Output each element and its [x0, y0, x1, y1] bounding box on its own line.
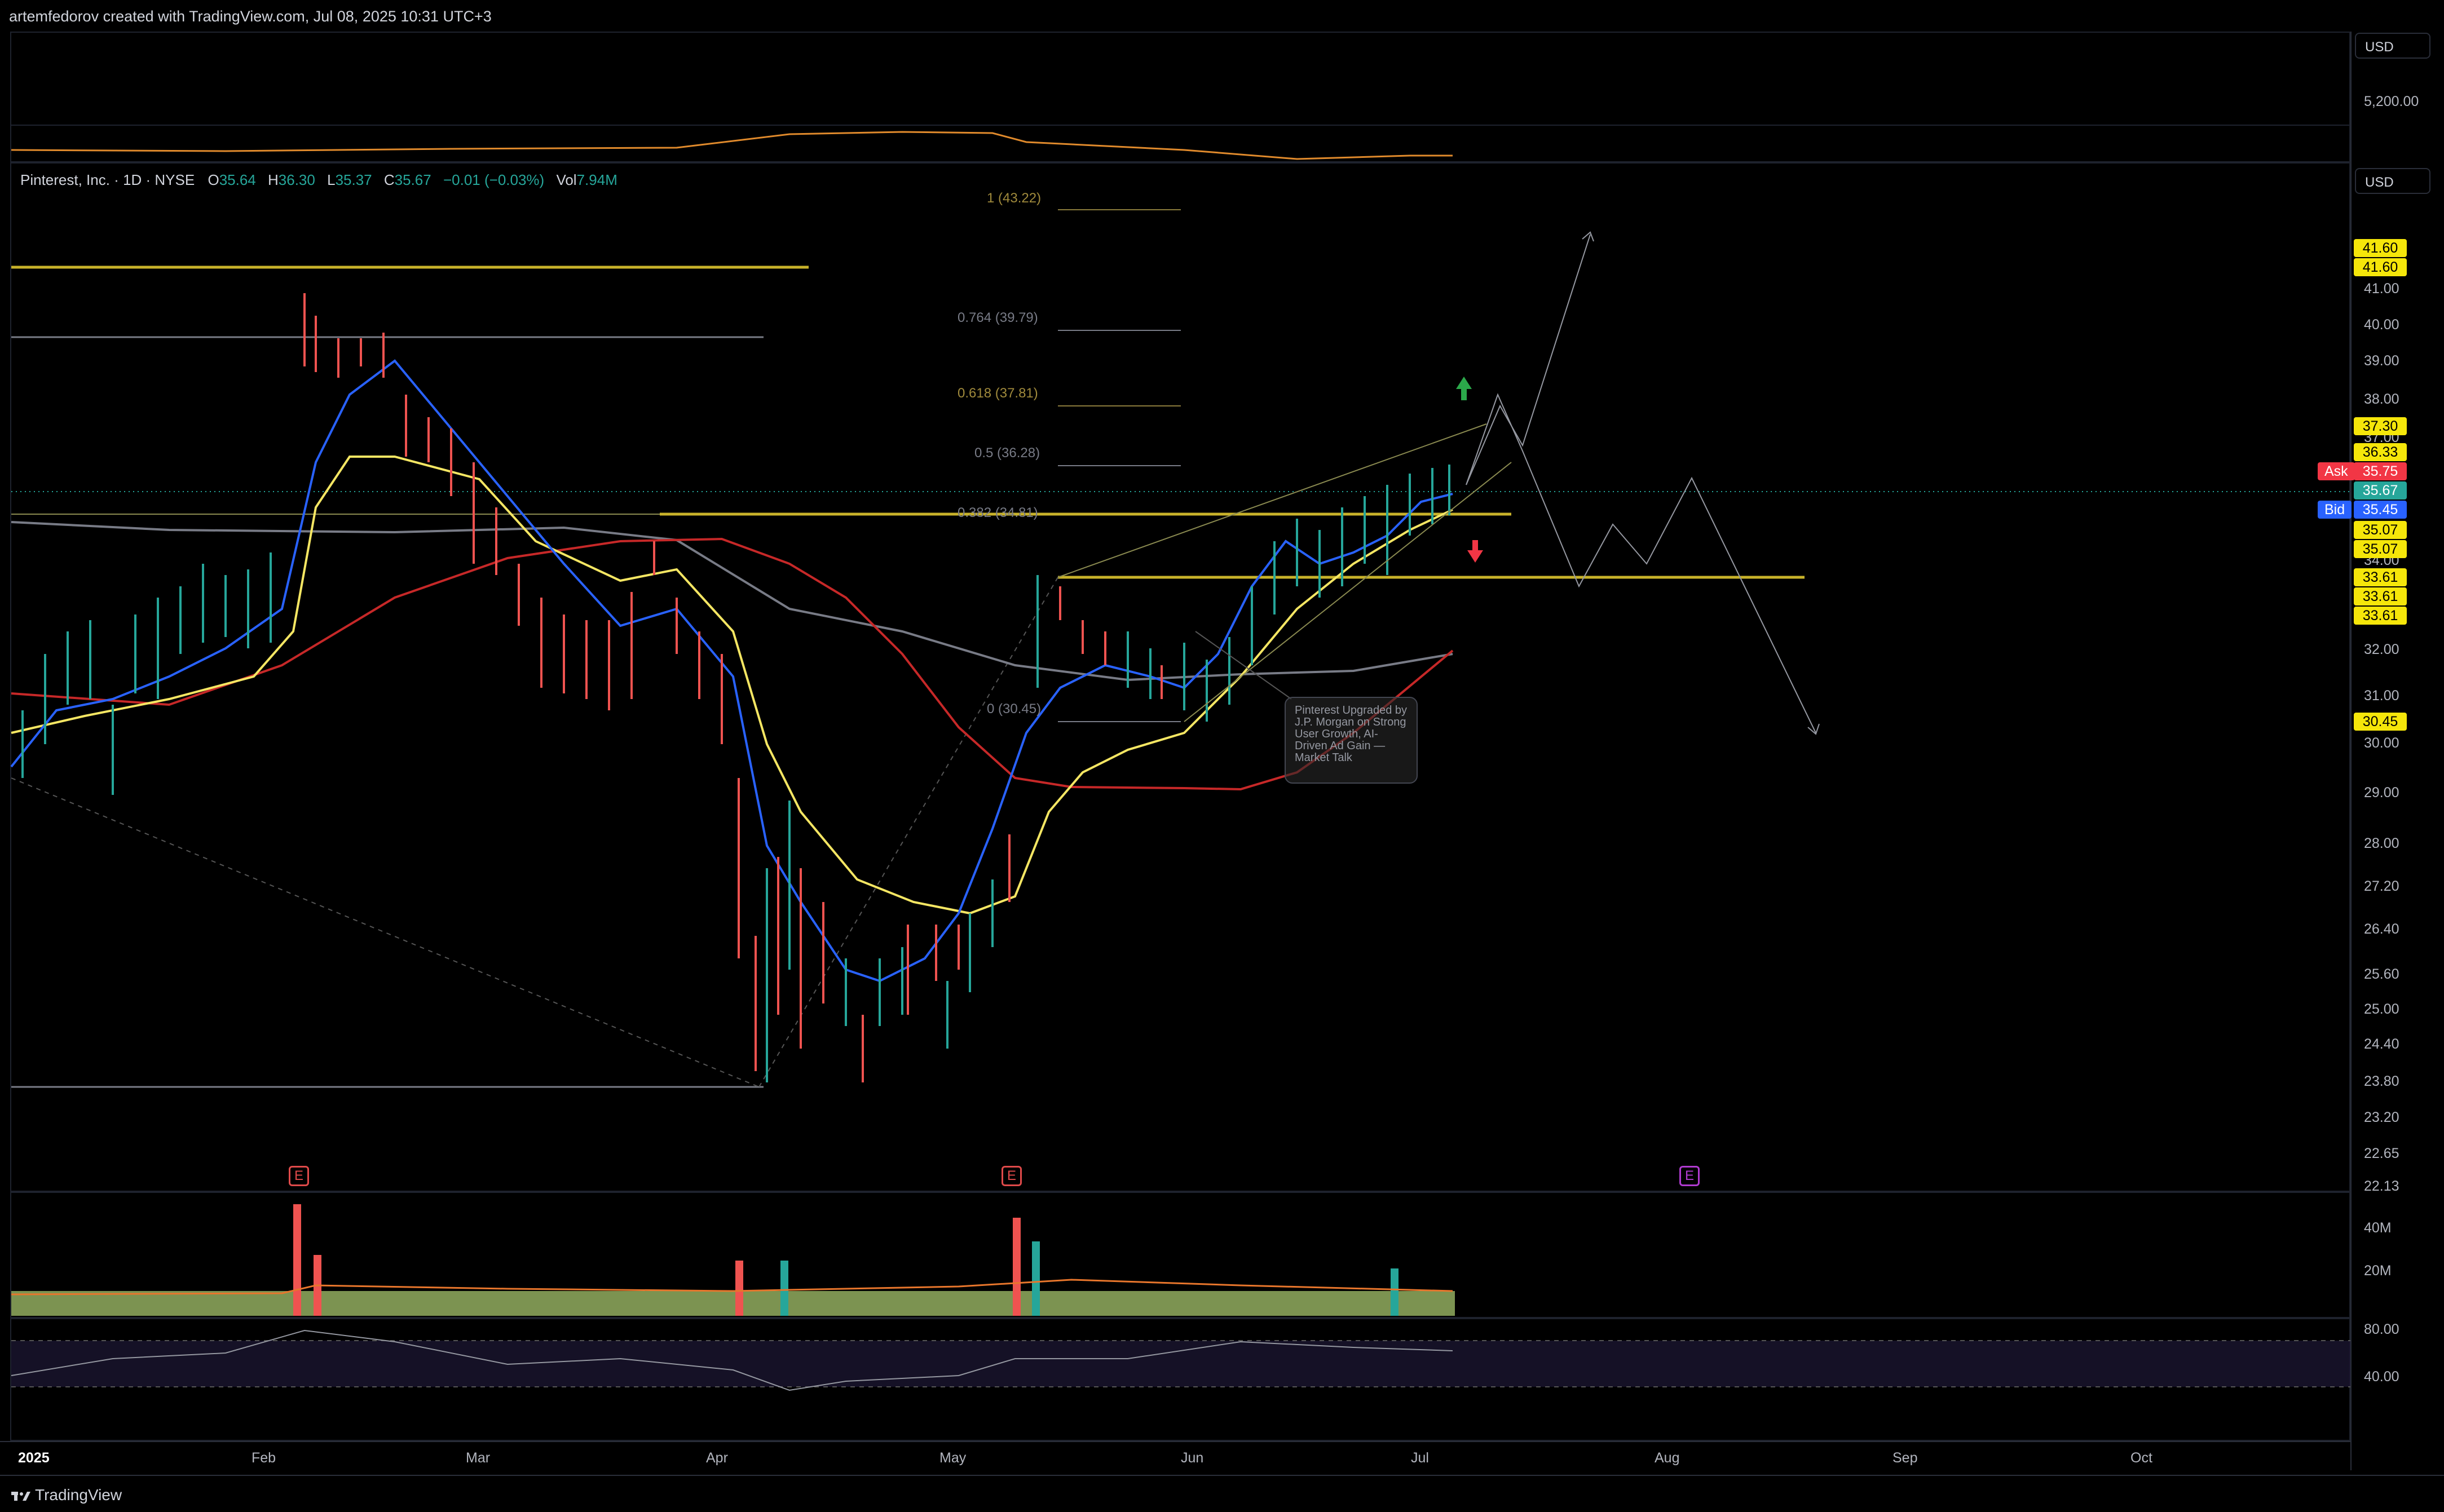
price-label: 39.00 [2364, 353, 2399, 369]
fib-label: 0.618 (37.81) [958, 386, 1038, 401]
fib-label: 0 (30.45) [987, 701, 1042, 717]
time-label: Feb [252, 1450, 276, 1466]
earnings-icon[interactable]: E [1002, 1166, 1022, 1186]
volume-axis-label: 20M [2364, 1263, 2392, 1279]
rsi-axis-label: 40.00 [2364, 1369, 2399, 1385]
symbol-legend[interactable]: Pinterest, Inc. · 1D · NYSE O35.64 H36.3… [20, 171, 617, 188]
time-label: 2025 [18, 1450, 50, 1466]
top-indicator-pane [10, 32, 2350, 162]
fib-label: 1 (43.22) [987, 191, 1042, 206]
tradingview-logo-icon [11, 1491, 30, 1501]
price-label: 25.60 [2364, 966, 2399, 982]
high-value: 36.30 [278, 171, 315, 188]
time-label: Mar [466, 1450, 491, 1466]
price-tag: 36.33 [2354, 443, 2407, 461]
price-tag: 35.07 [2354, 540, 2407, 558]
price-label: 31.00 [2364, 688, 2399, 704]
earnings-icon[interactable]: E [1679, 1166, 1700, 1186]
earnings-icon[interactable]: E [289, 1166, 309, 1186]
time-label: Sep [1892, 1450, 1918, 1466]
header-bar: artemfedorov created with TradingView.co… [0, 0, 2444, 32]
sell-arrow-icon [1467, 540, 1483, 563]
price-label: 26.40 [2364, 921, 2399, 937]
price-tag: 33.61 [2354, 607, 2407, 625]
fib-label: 0.382 (34.81) [958, 505, 1038, 520]
price-label: 24.40 [2364, 1036, 2399, 1052]
price-scale[interactable] [2350, 32, 2444, 1470]
bid-label: Bid [2318, 501, 2352, 519]
volume-value: 7.94M [576, 171, 617, 188]
channel-upper [1057, 423, 1487, 578]
price-label: 27.20 [2364, 878, 2399, 894]
channel-lower [1184, 462, 1512, 722]
news-callout[interactable]: Pinterest Upgraded by J.P. Morgan on Str… [1285, 697, 1418, 784]
time-label: Jul [1411, 1450, 1429, 1466]
volume-pane [10, 1192, 2350, 1318]
price-tag: 33.61 [2354, 587, 2407, 605]
price-tag: 33.61 [2354, 568, 2407, 586]
ema-mid-line [11, 456, 1453, 915]
price-tag: 41.60 [2354, 239, 2407, 257]
price-label: 40.00 [2364, 317, 2399, 333]
currency-button[interactable]: USD [2355, 33, 2430, 59]
tradingview-logo[interactable]: TradingView [11, 1486, 122, 1504]
low-value: 35.37 [335, 171, 372, 188]
buy-arrow-icon [1456, 377, 1472, 400]
ask-label: Ask [2318, 462, 2355, 480]
chart-canvas[interactable] [0, 0, 2350, 1441]
price-bars [21, 293, 1450, 1082]
price-tag: 30.45 [2354, 713, 2407, 731]
fib-label: 0.764 (39.79) [958, 310, 1038, 325]
time-label: Aug [1655, 1450, 1680, 1466]
symbol-title: Pinterest, Inc. · 1D · NYSE [20, 171, 195, 188]
price-label: 29.00 [2364, 785, 2399, 801]
volume-bars [11, 1204, 1455, 1316]
ask-price-tag: 35.75 [2354, 462, 2407, 480]
volume-axis-label: 40M [2364, 1220, 2392, 1236]
currency-button[interactable]: USD [2355, 168, 2430, 194]
price-label: 41.00 [2364, 281, 2399, 297]
price-label: 23.20 [2364, 1109, 2399, 1125]
chart-credit: artemfedorov created with TradingView.co… [9, 8, 492, 25]
price-label: 25.00 [2364, 1001, 2399, 1017]
price-label: 38.00 [2364, 391, 2399, 407]
time-axis[interactable]: 2025 Feb Mar Apr May Jun Jul Aug Sep Oct [0, 1441, 2350, 1475]
ema-fast-line [10, 359, 1453, 983]
price-label: 28.00 [2364, 835, 2399, 851]
projection-down-path [1466, 393, 1816, 733]
rsi-line [11, 1329, 1453, 1391]
change-value: −0.01 (−0.03%) [443, 171, 545, 188]
price-label: 30.00 [2364, 735, 2399, 751]
open-value: 35.64 [219, 171, 256, 188]
footer-bar: TradingView [0, 1475, 2444, 1512]
ema-slow-line [11, 537, 1454, 791]
top-indicator-line [11, 131, 1453, 160]
time-label: Jun [1181, 1450, 1204, 1466]
rsi-axis-label: 80.00 [2364, 1321, 2399, 1337]
projection-up-path [1466, 234, 1591, 485]
time-label: May [939, 1450, 967, 1466]
close-value: 35.67 [394, 171, 431, 188]
fibonacci-retracement [1058, 209, 1181, 722]
price-label: 32.00 [2364, 642, 2399, 657]
price-label: 23.80 [2364, 1073, 2399, 1089]
time-label: Apr [706, 1450, 728, 1466]
price-tag: 35.07 [2354, 521, 2407, 539]
fib-label: 0.5 (36.28) [974, 445, 1040, 461]
price-tag: 41.60 [2354, 258, 2407, 276]
sma-long-line [11, 521, 1453, 682]
brand-name: TradingView [35, 1486, 122, 1504]
bid-price-tag: 35.45 [2354, 501, 2407, 519]
time-label: Oct [2130, 1450, 2152, 1466]
last-price-tag: 35.67 [2354, 481, 2407, 499]
price-label: 22.13 [2364, 1178, 2399, 1194]
price-label: 22.65 [2364, 1146, 2399, 1161]
price-tag: 37.30 [2354, 417, 2407, 435]
top-pane-scale-label: 5,200.00 [2364, 94, 2419, 109]
main-price-pane[interactable] [10, 162, 2350, 1192]
